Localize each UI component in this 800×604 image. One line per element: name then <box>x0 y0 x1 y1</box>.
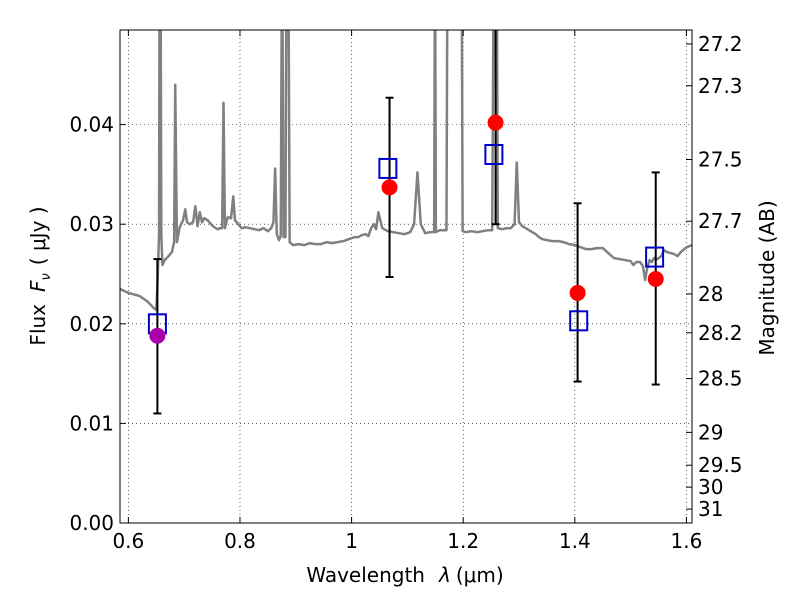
x-tick-label: 1 <box>345 529 358 553</box>
x-tick-label: 0.6 <box>112 529 144 553</box>
y2-tick-label: 28.5 <box>698 367 743 391</box>
y2-tick-label: 30 <box>698 475 723 499</box>
axes-ticks <box>120 30 692 524</box>
axes-labels: 0.6 0.8 1 1.2 1.4 1.6 0.00 0.01 0.02 0.03 0.04 27.2… <box>69 32 742 553</box>
observed-point-marker <box>569 284 586 301</box>
x-tick-label: 1.6 <box>671 529 703 553</box>
model-square-marker <box>569 310 589 332</box>
observed-point-marker <box>487 114 504 131</box>
y-tick-label: 0.03 <box>69 212 114 236</box>
x-tick-label: 1.2 <box>447 529 479 553</box>
y2-tick-label: 27.3 <box>698 74 743 98</box>
y-tick-label: 0.04 <box>69 113 114 137</box>
plot-area <box>120 30 692 415</box>
y2-axis-title: Magnitude (AB) <box>755 200 779 355</box>
x-tick-label: 0.8 <box>224 529 256 553</box>
y2-tick-label: 27.7 <box>698 209 743 233</box>
y2-tick-label: 28 <box>698 282 723 306</box>
model-square-marker <box>645 246 665 268</box>
spectrum-line <box>120 30 692 312</box>
y-axis-title: FluxFν( μJy ) <box>26 206 54 345</box>
y2-tick-label: 28.2 <box>698 321 743 345</box>
grid <box>120 30 692 524</box>
observed-point-marker <box>381 179 398 196</box>
y2-tick-label: 29.5 <box>698 453 743 477</box>
x-tick-label: 1.4 <box>559 529 591 553</box>
y2-tick-label: 31 <box>698 497 723 521</box>
observed-point-marker <box>149 327 166 344</box>
observed-point-marker <box>647 270 664 287</box>
y2-tick-label: 29 <box>698 420 723 444</box>
x-axis-title: Wavelength λ (μm) <box>306 563 503 587</box>
plot-frame <box>119 29 693 524</box>
y2-tick-label: 27.2 <box>698 32 743 56</box>
model-square-marker <box>484 143 504 165</box>
y-tick-label: 0.02 <box>69 312 114 336</box>
y2-tick-label: 27.5 <box>698 147 743 171</box>
y-tick-label: 0.00 <box>69 511 114 535</box>
y-tick-label: 0.01 <box>69 411 114 435</box>
model-square-marker <box>378 157 398 179</box>
